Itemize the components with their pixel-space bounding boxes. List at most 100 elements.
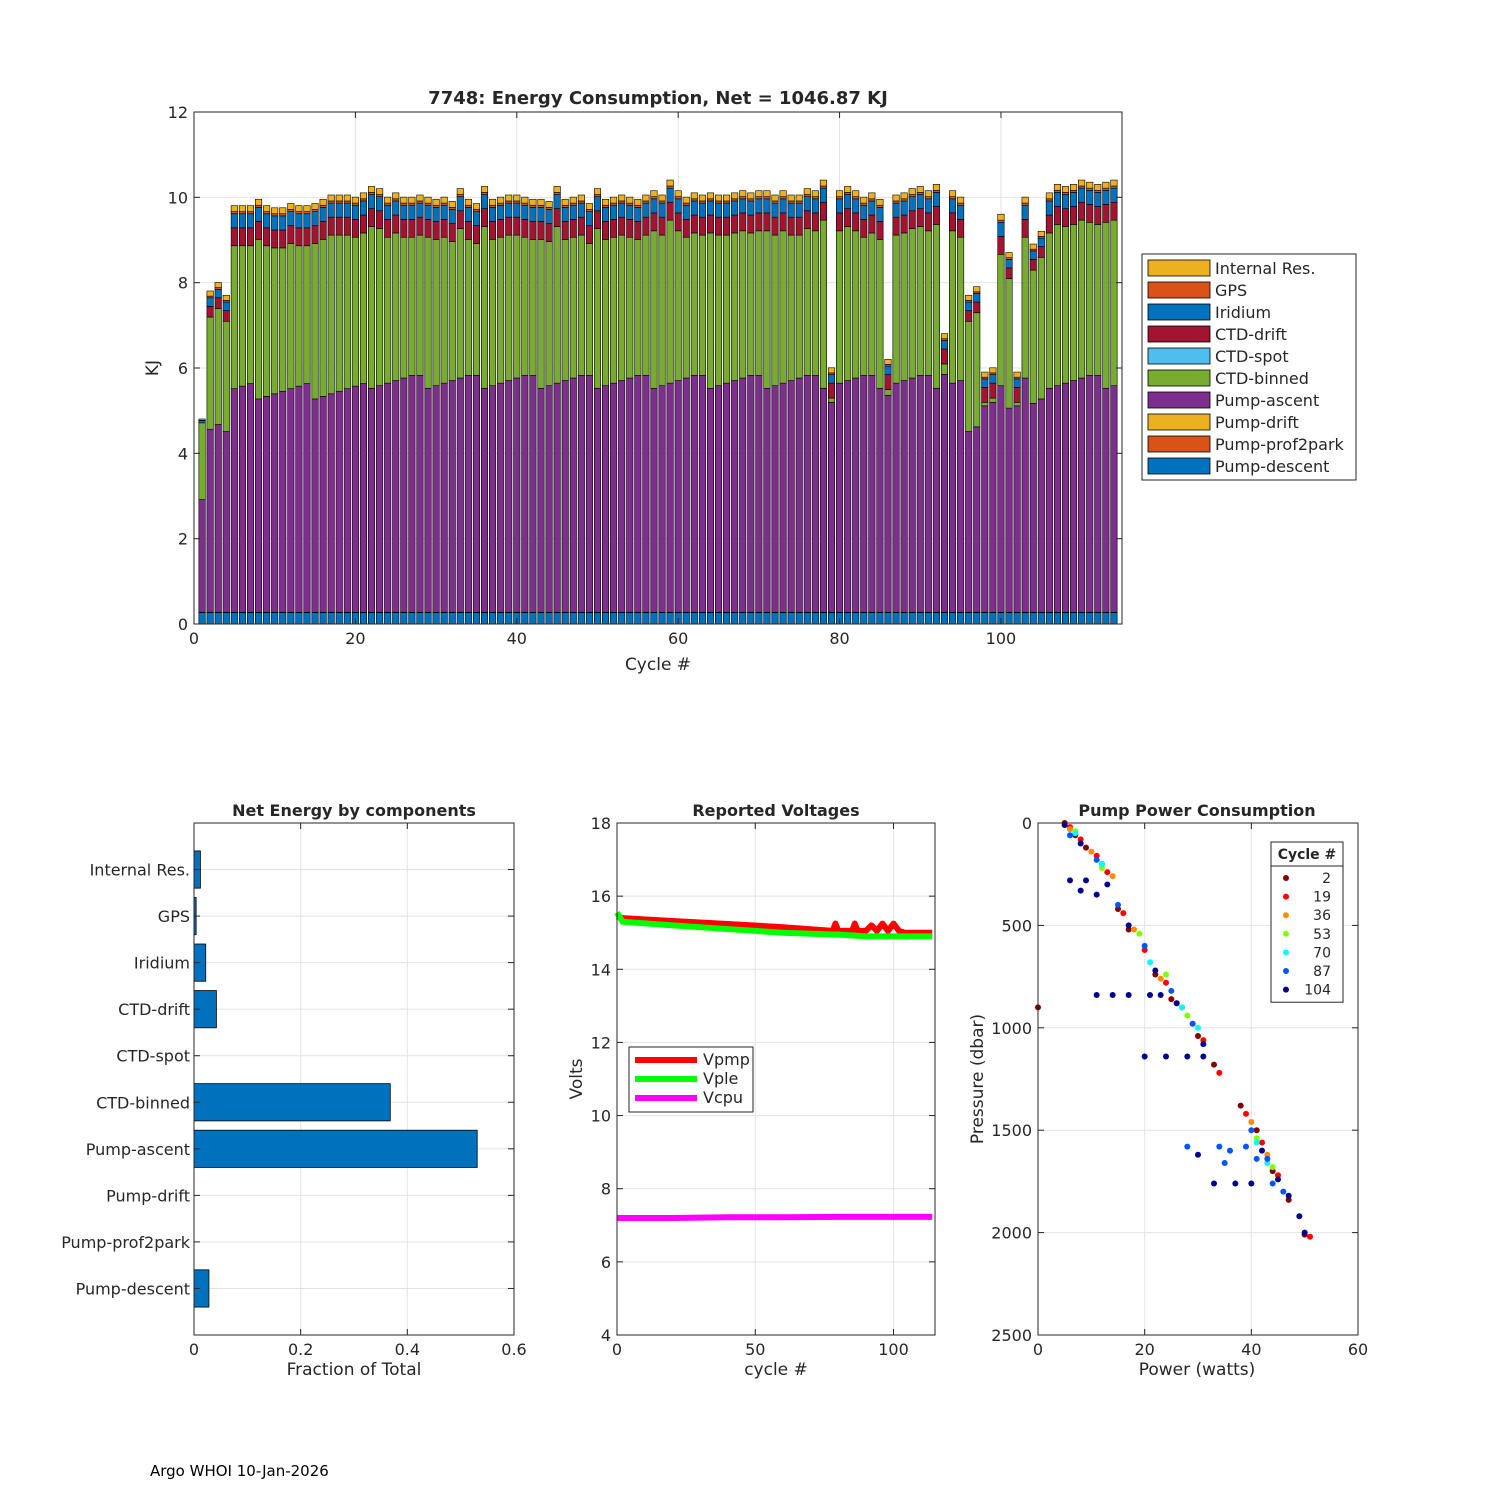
main-bar-segment [343,202,351,218]
main-bar-segment [965,310,973,322]
main-bar-segment [674,196,682,200]
main-bar-segment [981,612,989,625]
main-bar-segment [440,382,448,613]
main-bar-segment [585,225,593,244]
main-bar-segment [448,380,456,613]
main-bar-segment [787,612,795,625]
main-bar-segment [739,230,747,379]
main-bar-segment [376,188,384,195]
main-bar-segment [642,200,650,204]
main-bar-segment [440,219,448,238]
main-bar-segment [819,179,827,187]
main-bar-segment [973,301,981,314]
hbar-bar [193,1129,478,1168]
main-bar-segment [698,612,706,625]
main-bar-segment [359,200,367,216]
main-bar-segment [723,612,731,625]
main-bar-segment [505,202,513,218]
main-bar-segment [489,204,497,208]
main-bar-segment [593,194,602,197]
main-bar-segment [529,221,537,240]
main-bar-segment [489,198,497,206]
pump-legend-marker [1283,875,1289,881]
main-bar-segment [779,196,787,200]
main-bar-segment [489,239,497,387]
main-bar-segment [827,612,836,625]
main-bar-segment [747,232,755,376]
main-bar-segment [755,196,763,200]
main-bar-segment [940,363,948,375]
volt-chart-ylabel: Volts [567,1058,587,1099]
main-bar-segment [1070,184,1078,191]
main-bar-segment [416,194,424,202]
main-bar-segment [585,612,593,625]
main-bar-segment [949,612,957,625]
main-bar-segment [803,188,811,195]
pump-point-cycle-104 [1061,822,1068,829]
main-bar-segment [271,612,279,625]
main-bar-segment [585,203,593,210]
main-bar-segment [263,205,271,212]
main-bar-segment [876,239,884,389]
main-bar-segment [836,196,844,200]
main-bar-segment [723,216,731,236]
main-bar-segment [1029,269,1037,404]
main-bar-segment [723,194,731,202]
main-bar-segment [755,212,763,232]
main-bar-segment [957,380,965,613]
volt-legend-label: Vpmp [703,1050,750,1069]
main-bar-segment [957,612,965,625]
main-bar-segment [989,367,997,374]
main-bar-segment [1021,196,1029,204]
pump-legend-label: 70 [1313,945,1331,961]
main-bar-segment [368,226,376,389]
main-bar-segment [593,188,602,195]
main-bar-segment [844,380,852,613]
main-bar-segment [246,227,255,247]
main-bar-segment [852,612,860,625]
main-bar-segment [763,196,771,200]
main-bar-segment [892,382,900,613]
main-bar-segment [981,387,989,403]
main-bar-segment [860,219,868,238]
main-bar-segment [464,221,472,240]
main-bar-segment [949,190,957,197]
main-bar-segment [852,377,860,613]
main-bar-segment [642,612,650,625]
main-bar-segment [198,499,206,613]
main-bar-segment [214,612,222,625]
main-bar-segment [626,202,634,206]
main-bar-segment [400,377,408,613]
pump-legend-box [1270,841,1344,1003]
main-bar-segment [271,229,279,249]
main-bar-segment [521,204,529,220]
main-bar-segment [892,202,900,218]
main-bar-segment [610,204,618,220]
pump-point-cycle-70 [1195,1024,1201,1031]
main-bar-segment [359,612,367,625]
main-bar-segment [214,297,222,309]
pump-ytick-label: 1000 [991,1019,1032,1038]
main-bar-segment [763,190,771,197]
main-legend-label: Pump-drift [1215,413,1299,432]
pump-point-cycle-104 [1093,891,1100,898]
main-bar-segment [682,612,690,625]
main-bar-segment [714,385,723,613]
main-chart-xlabel: Cycle # [625,655,691,675]
main-bar-segment [408,219,416,238]
main-bar-segment [497,382,505,613]
main-bar-segment [731,200,739,216]
main-legend-swatch [1147,259,1211,277]
pump-point-cycle-104 [1093,992,1100,999]
main-bar-segment [602,239,610,387]
main-bar-segment [521,219,529,238]
main-bar-segment [368,208,376,227]
volt-ytick-label: 8 [601,1180,611,1199]
main-bar-segment [836,382,844,613]
volt-ytick-label: 14 [591,960,611,979]
main-bar-segment [408,196,416,204]
pump-xtick-label: 0 [1033,1340,1043,1359]
main-bar-segment [787,216,795,236]
main-bar-segment [351,204,359,220]
main-bar-segment [602,198,610,206]
